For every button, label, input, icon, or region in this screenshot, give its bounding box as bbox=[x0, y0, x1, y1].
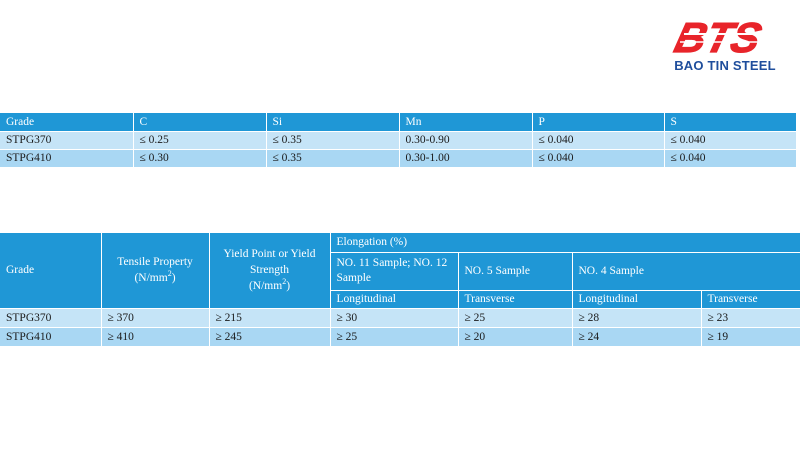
yield-unit: (N/mm bbox=[248, 280, 283, 293]
yield-unit-sup: 2 bbox=[282, 277, 287, 287]
table-row: STPG410 ≥ 410 ≥ 245 ≥ 25 ≥ 20 ≥ 24 ≥ 19 bbox=[0, 326, 800, 346]
table-row: STPG410 ≤ 0.30 ≤ 0.35 0.30-1.00 ≤ 0.040 … bbox=[0, 148, 796, 167]
header-cell-grade: Grade bbox=[0, 233, 102, 309]
header-cell: P bbox=[532, 113, 665, 131]
header-cell-tensile: Tensile Property (N/mm2) bbox=[101, 233, 210, 309]
table-header-row: Grade Tensile Property (N/mm2) Yield Poi… bbox=[0, 233, 800, 309]
header-cell-direction: Longitudinal bbox=[572, 290, 702, 309]
table-cell: ≤ 0.35 bbox=[266, 130, 400, 149]
header-cell-direction: Longitudinal bbox=[330, 290, 459, 309]
table-header-row: Grade C Si Mn P S bbox=[0, 113, 796, 131]
header-cell: C bbox=[133, 113, 267, 131]
yield-unit-close: ) bbox=[286, 280, 291, 293]
table-cell: STPG370 bbox=[0, 130, 134, 149]
header-cell: Grade bbox=[0, 113, 134, 131]
tensile-label: Tensile Property bbox=[117, 256, 193, 269]
table-cell: 0.30-1.00 bbox=[399, 148, 533, 167]
table-cell: ≥ 25 bbox=[458, 307, 573, 327]
table-cell: ≥ 370 bbox=[101, 307, 210, 327]
table-cell: ≤ 0.040 bbox=[664, 130, 796, 149]
header-cell-elongation: Elongation (%) bbox=[330, 233, 800, 253]
table-cell: ≥ 20 bbox=[458, 326, 573, 346]
header-cell-direction: Transverse bbox=[701, 290, 800, 309]
table-cell: ≥ 215 bbox=[209, 307, 331, 327]
table-header-row: NO. 11 Sample; NO. 12 Sample NO. 5 Sampl… bbox=[0, 252, 800, 291]
table-cell: ≤ 0.35 bbox=[266, 148, 400, 167]
header-cell-sample: NO. 5 Sample bbox=[458, 252, 573, 291]
table-cell: ≥ 245 bbox=[209, 326, 331, 346]
mechanical-properties-table: Grade Tensile Property (N/mm2) Yield Poi… bbox=[0, 233, 800, 346]
logo-caption: BAO TIN STEEL bbox=[674, 58, 776, 73]
header-cell-direction: Transverse bbox=[458, 290, 573, 309]
header-cell: Mn bbox=[399, 113, 533, 131]
tensile-unit-close: ) bbox=[171, 272, 176, 285]
table-row: STPG370 ≤ 0.25 ≤ 0.35 0.30-0.90 ≤ 0.040 … bbox=[0, 130, 796, 149]
table-cell: ≤ 0.040 bbox=[664, 148, 796, 167]
table-cell: STPG410 bbox=[0, 326, 102, 346]
table-cell: ≤ 0.25 bbox=[133, 130, 267, 149]
table-cell: ≥ 28 bbox=[572, 307, 702, 327]
table-cell: ≥ 30 bbox=[330, 307, 459, 327]
table-cell: ≤ 0.30 bbox=[133, 148, 267, 167]
table-header-row: Longitudinal Transverse Longitudinal Tra… bbox=[0, 290, 800, 309]
table-cell: ≥ 19 bbox=[701, 326, 800, 346]
header-cell-sample: NO. 11 Sample; NO. 12 Sample bbox=[330, 252, 459, 291]
table-cell: ≤ 0.040 bbox=[532, 148, 665, 167]
chemical-composition-table: Grade C Si Mn P S STPG370 ≤ 0.25 ≤ 0.35 … bbox=[0, 113, 796, 167]
table-cell: ≥ 23 bbox=[701, 307, 800, 327]
table-cell: ≤ 0.040 bbox=[532, 130, 665, 149]
yield-label: Yield Point or Yield Strength bbox=[223, 248, 316, 277]
header-cell-yield: Yield Point or Yield Strength (N/mm2) bbox=[209, 233, 331, 309]
tensile-unit: (N/mm bbox=[134, 272, 168, 285]
bts-logo: BTS BAO TIN STEEL bbox=[660, 14, 790, 76]
logo-mark-text: BTS bbox=[670, 15, 766, 58]
table-cell: ≥ 24 bbox=[572, 326, 702, 346]
header-cell: S bbox=[664, 113, 796, 131]
bts-logo-mark: BTS bbox=[669, 14, 780, 58]
header-cell-sample: NO. 4 Sample bbox=[572, 252, 800, 291]
header-cell: Si bbox=[266, 113, 400, 131]
table-cell: ≥ 410 bbox=[101, 326, 210, 346]
tensile-unit-sup: 2 bbox=[167, 269, 172, 279]
table-cell: STPG370 bbox=[0, 307, 102, 327]
table-cell: ≥ 25 bbox=[330, 326, 459, 346]
table-cell: STPG410 bbox=[0, 148, 134, 167]
table-cell: 0.30-0.90 bbox=[399, 130, 533, 149]
table-row: STPG370 ≥ 370 ≥ 215 ≥ 30 ≥ 25 ≥ 28 ≥ 23 bbox=[0, 307, 800, 327]
